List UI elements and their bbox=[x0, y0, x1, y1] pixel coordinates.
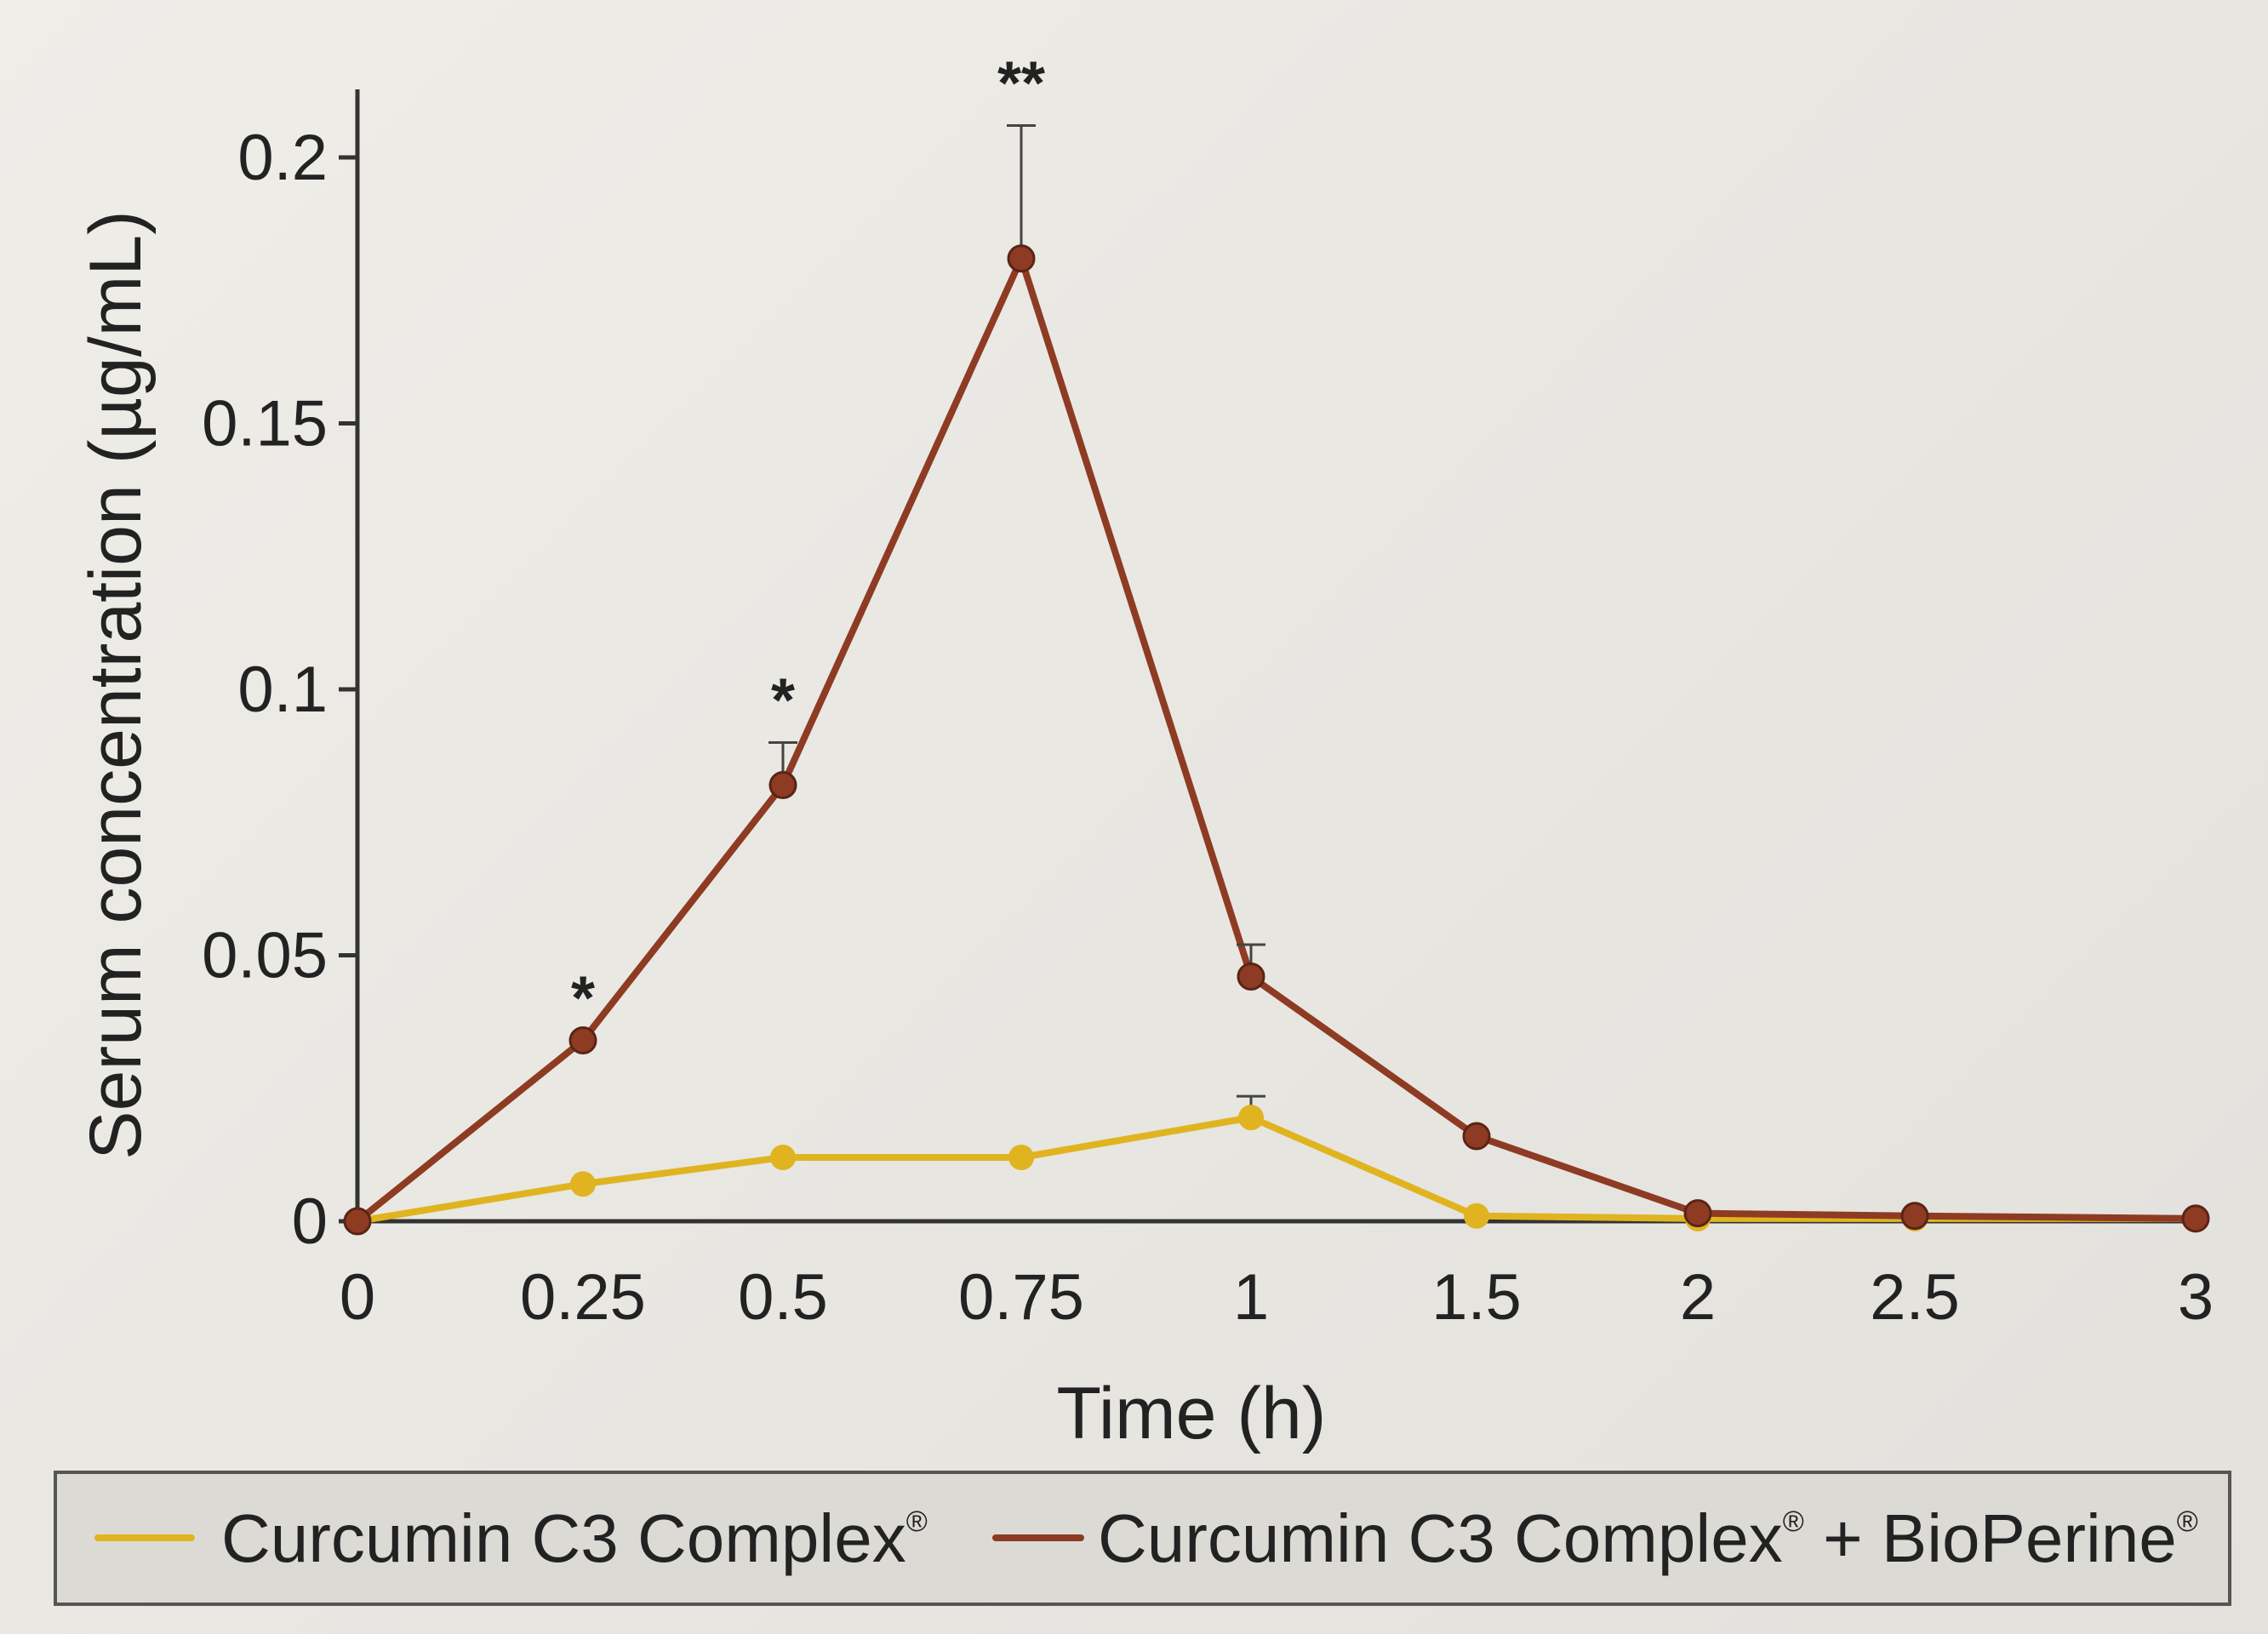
data-point bbox=[568, 1026, 597, 1054]
data-point bbox=[1464, 1203, 1489, 1229]
data-point bbox=[768, 771, 797, 799]
legend-label-curcumin-name: Curcumin C3 Complex bbox=[221, 1500, 906, 1576]
legend-label-curcumin: Curcumin C3 Complex® bbox=[221, 1500, 928, 1576]
data-point bbox=[1008, 1145, 1034, 1170]
legend-label-bioperine-suffix: + BioPerine bbox=[1804, 1500, 2177, 1576]
x-tick-label: 0.5 bbox=[738, 1261, 828, 1334]
x-tick-label: 0 bbox=[340, 1261, 375, 1334]
x-tick-label: 0.75 bbox=[958, 1261, 1084, 1334]
chart-axes: 0 0.05 0.1 0.15 0.2 0 0.25 0.5 0.75 1 1.5 2 2.5 3 bbox=[202, 89, 2214, 1334]
series-1 bbox=[343, 124, 2210, 1236]
data-point bbox=[1683, 1199, 1712, 1228]
legend: Curcumin C3 Complex® Curcumin C3 Complex… bbox=[54, 1471, 2231, 1606]
series-layer bbox=[343, 124, 2210, 1236]
data-point bbox=[570, 1171, 596, 1197]
significance-marker: ** bbox=[997, 50, 1045, 118]
data-point bbox=[1900, 1202, 1929, 1231]
y-ticks: 0 0.05 0.1 0.15 0.2 bbox=[202, 122, 357, 1258]
legend-box bbox=[54, 1471, 2231, 1606]
legend-label-bioperine-suffix-mark: ® bbox=[2177, 1505, 2198, 1538]
data-point bbox=[770, 1145, 796, 1170]
data-point bbox=[1237, 963, 1265, 991]
data-point bbox=[1007, 244, 1036, 273]
legend-label-curcumin-mark: ® bbox=[906, 1505, 928, 1538]
x-ticks: 0 0.25 0.5 0.75 1 1.5 2 2.5 3 bbox=[340, 1261, 2214, 1334]
y-tick-label: 0.2 bbox=[237, 122, 328, 194]
x-axis-title: Time (h) bbox=[1057, 1373, 1327, 1454]
y-tick-label: 0.05 bbox=[202, 920, 328, 992]
y-axis-title: Serum concentration (µg/mL) bbox=[75, 210, 157, 1159]
data-point bbox=[343, 1207, 372, 1236]
x-tick-label: 1 bbox=[1233, 1261, 1269, 1334]
y-tick-label: 0.15 bbox=[202, 388, 328, 460]
data-point bbox=[1462, 1122, 1491, 1151]
significance-marker: * bbox=[571, 965, 595, 1033]
x-tick-label: 1.5 bbox=[1431, 1261, 1522, 1334]
y-tick-label: 0 bbox=[292, 1186, 328, 1258]
significance-marker: * bbox=[771, 667, 795, 735]
x-tick-label: 2 bbox=[1680, 1261, 1716, 1334]
legend-label-bioperine-mark: ® bbox=[1783, 1505, 1804, 1538]
data-point bbox=[1238, 1105, 1264, 1131]
series-line bbox=[355, 254, 2197, 1225]
x-tick-label: 0.25 bbox=[520, 1261, 646, 1334]
annotation-layer: **** bbox=[571, 50, 1045, 1033]
legend-label-bioperine-name: Curcumin C3 Complex bbox=[1098, 1500, 1783, 1576]
x-tick-label: 2.5 bbox=[1870, 1261, 1960, 1334]
legend-label-bioperine: Curcumin C3 Complex® + BioPerine® bbox=[1098, 1500, 2198, 1576]
data-point bbox=[2181, 1204, 2210, 1233]
y-tick-label: 0.1 bbox=[237, 654, 328, 726]
x-tick-label: 3 bbox=[2178, 1261, 2214, 1334]
